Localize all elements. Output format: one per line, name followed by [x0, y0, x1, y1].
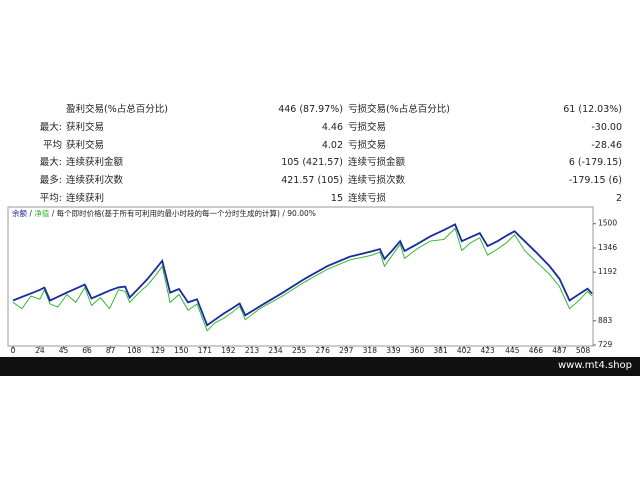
- y-tick-label: 883: [598, 316, 613, 325]
- stats-cell: -28.46: [591, 140, 622, 151]
- y-tick-label: 1500: [598, 219, 617, 228]
- stats-cell: 亏损交易: [348, 140, 387, 151]
- site-label: www.mt4.shop: [557, 360, 632, 371]
- stats-cell: 最大:: [39, 122, 62, 133]
- legend-entry: 净值: [34, 208, 49, 218]
- x-tick-label: 487: [552, 346, 567, 355]
- x-tick-label: 360: [410, 346, 425, 355]
- x-tick-label: 318: [363, 346, 378, 355]
- x-tick-label: 0: [11, 346, 16, 355]
- stats-cell: 连续亏损金额: [348, 157, 406, 168]
- legend-separator: /: [29, 209, 32, 218]
- y-tick-label: 1346: [598, 243, 617, 252]
- legend: 余额 / 净值 / 每个即时价格(基于所有可利用的最小时段的每一个分时生成的计算…: [12, 208, 316, 218]
- stats-cell: 61 (12.03%): [563, 104, 622, 115]
- stats-cell: 最大:: [39, 157, 62, 168]
- x-tick-label: 66: [82, 346, 92, 355]
- legend-entry: 余额: [12, 208, 27, 218]
- x-tick-label: 234: [268, 346, 283, 355]
- x-tick-label: 213: [245, 346, 260, 355]
- x-tick-label: 192: [221, 346, 236, 355]
- stats-cell: -179.15 (6): [568, 175, 622, 186]
- stats-cell: 平均: [42, 140, 62, 151]
- x-tick-label: 45: [59, 346, 69, 355]
- x-tick-label: 129: [151, 346, 166, 355]
- stats-cell: 连续亏损次数: [348, 175, 406, 186]
- stats-cell: 连续获利: [66, 193, 105, 204]
- stats-cell: 连续获利次数: [66, 175, 124, 186]
- x-tick-label: 445: [505, 346, 520, 355]
- x-tick-label: 171: [198, 346, 213, 355]
- chart: 余额 / 净值 / 每个即时价格(基于所有可利用的最小时段的每一个分时生成的计算…: [7, 206, 617, 355]
- stats-cell: 连续获利金额: [66, 157, 124, 168]
- stats-cell: -30.00: [591, 122, 622, 133]
- stats-cell: 亏损交易: [348, 122, 387, 133]
- stats-cell: 连续亏损: [348, 193, 387, 204]
- x-tick-label: 24: [35, 346, 45, 355]
- footer: www.mt4.shop: [0, 357, 640, 376]
- x-tick-label: 508: [576, 346, 591, 355]
- x-tick-label: 466: [529, 346, 544, 355]
- x-tick-label: 297: [339, 346, 354, 355]
- x-tick-label: 87: [106, 346, 116, 355]
- stats-cell: 105 (421.57): [281, 157, 343, 168]
- x-tick-label: 402: [457, 346, 472, 355]
- legend-separator: /: [52, 209, 55, 218]
- annotation: 每个即时价格(基于所有可利用的最小时段的每一个分时生成的计算) / 90.00%: [57, 208, 316, 218]
- y-tick-label: 1192: [598, 267, 617, 276]
- x-tick-label: 423: [480, 346, 495, 355]
- stats-cell: 平均:: [39, 193, 62, 204]
- x-tick-label: 276: [316, 346, 331, 355]
- x-tick-label: 381: [433, 346, 448, 355]
- stats-cell: 15: [330, 193, 343, 204]
- y-tick-label: 729: [598, 340, 613, 349]
- stats-cell: 亏损交易(%占总百分比): [348, 104, 450, 115]
- series-line: [12, 223, 593, 327]
- stats-cell: 6 (-179.15): [568, 157, 622, 168]
- stats-cell: 获利交易: [66, 122, 105, 133]
- x-tick-label: 255: [292, 346, 307, 355]
- x-tick-label: 150: [174, 346, 189, 355]
- series-line: [12, 227, 593, 332]
- stats-cell: 获利交易: [66, 140, 105, 151]
- stats-cell: 421.57 (105): [281, 175, 343, 186]
- stats-cell: 4.02: [321, 140, 343, 151]
- x-tick-label: 339: [386, 346, 401, 355]
- stats-cell: 446 (87.97%): [278, 104, 343, 115]
- stats-cell: 盈利交易(%占总百分比): [66, 104, 168, 115]
- stats-cell: 4.46: [321, 122, 343, 133]
- x-tick-label: 108: [127, 346, 142, 355]
- plot-frame: [7, 206, 594, 347]
- stats-cell: 最多:: [39, 175, 62, 186]
- stats-cell: 2: [615, 193, 622, 204]
